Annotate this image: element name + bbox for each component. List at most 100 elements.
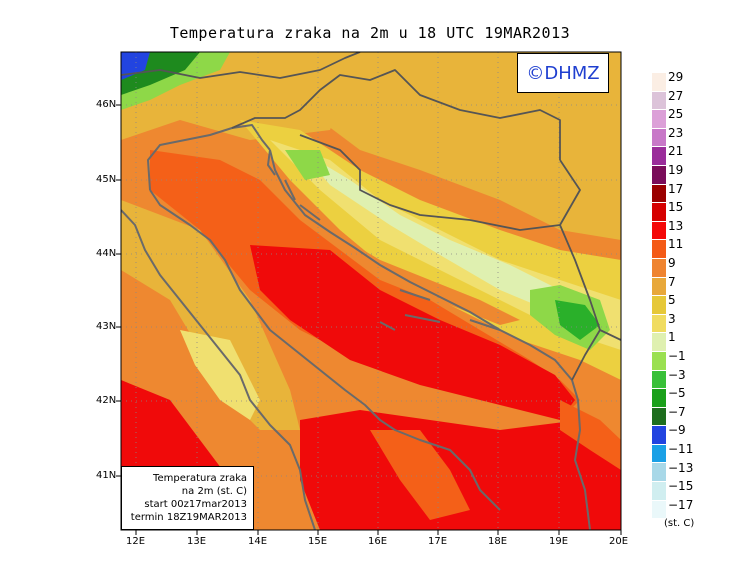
legend-label: 5 <box>668 293 676 308</box>
legend-label: 23 <box>668 125 684 140</box>
plot-frame <box>120 51 622 531</box>
lon-label-18e: 18E <box>488 536 508 547</box>
coast-east-adriatic <box>269 149 579 401</box>
dhmz-logo: ©DHMZ <box>517 53 609 93</box>
legend-label: −3 <box>668 367 686 382</box>
field-apennines <box>121 200 300 430</box>
field-colder-bih <box>555 300 600 340</box>
legend-label: 15 <box>668 200 684 215</box>
country-borders <box>121 52 621 381</box>
legend-label: −15 <box>668 479 694 494</box>
legend-label: 29 <box>668 70 684 84</box>
lat-label-42n: 42N <box>96 395 117 406</box>
coast-albania <box>574 399 591 530</box>
legend-swatch <box>652 296 666 315</box>
legend-label: 9 <box>668 256 676 270</box>
legend-label: 21 <box>668 144 684 159</box>
info-line-units: na 2m (st. C) <box>181 486 247 497</box>
legend-swatch <box>652 463 666 483</box>
legend-swatch <box>652 333 666 352</box>
lon-label-20e: 20E <box>609 536 629 547</box>
legend-label: 1 <box>668 330 676 345</box>
legend-swatch <box>652 389 666 408</box>
field-apulia <box>370 430 470 520</box>
lon-label-19e: 19E <box>549 536 569 547</box>
legend-swatch <box>652 165 666 185</box>
coast-islands <box>379 289 501 331</box>
border-austria <box>121 52 361 79</box>
lat-label-45n: 45N <box>96 174 117 185</box>
legend-swatch <box>652 184 666 204</box>
coast-italy-west <box>121 209 316 530</box>
map-title: Temperatura zraka na 2m u 18 UTC 19MAR20… <box>169 24 571 42</box>
legend-label: −11 <box>668 442 694 456</box>
legend-swatch <box>652 110 666 129</box>
coast-kvarner <box>267 149 321 221</box>
info-box: Temperatura zraka na 2m (st. C) start 00… <box>121 466 254 530</box>
legend-label: −13 <box>668 460 694 475</box>
coastlines <box>121 124 591 530</box>
lat-label-44n: 44N <box>96 248 117 259</box>
info-line-variable: Temperatura zraka <box>153 473 247 484</box>
legend-swatch <box>652 351 666 371</box>
legend-swatch <box>652 221 666 241</box>
legend-swatch <box>652 240 666 259</box>
legend-label: 17 <box>668 181 684 196</box>
legend-label: 11 <box>668 237 684 252</box>
legend-label: −9 <box>668 423 686 438</box>
info-line-start: start 00z17mar2013 <box>144 499 247 510</box>
legend-swatch <box>652 426 666 445</box>
field-albania <box>560 400 621 470</box>
legend-label: −5 <box>668 386 686 401</box>
border-bih-north <box>299 134 581 231</box>
field-alps-deep <box>121 52 150 80</box>
lon-label-13e: 13E <box>187 536 207 547</box>
field-dalmatia <box>330 230 520 325</box>
axis-ticks <box>116 104 622 535</box>
legend-swatch <box>652 314 666 334</box>
legend-swatch <box>652 147 666 166</box>
lon-label-17e: 17E <box>428 536 448 547</box>
legend-label: 19 <box>668 163 684 177</box>
coast-italy-east <box>149 189 501 511</box>
legend-swatch <box>652 258 666 278</box>
legend-swatch <box>652 482 666 501</box>
legend-swatch <box>652 128 666 148</box>
field-land-mild <box>320 52 621 240</box>
border-bih-east <box>559 224 601 381</box>
legend-label: −1 <box>668 349 686 363</box>
lon-label-12e: 12E <box>126 536 146 547</box>
field-apennines-high <box>180 330 260 420</box>
field-cold-gorski <box>285 150 330 180</box>
map-grid <box>121 52 621 530</box>
legend-swatch <box>652 370 666 390</box>
legend-label: 13 <box>668 218 684 233</box>
legend-swatch <box>652 407 666 427</box>
legend-swatch <box>652 444 666 464</box>
lat-label-46n: 46N <box>96 99 117 110</box>
legend-label: −17 <box>668 497 694 512</box>
legend-swatch <box>652 500 666 520</box>
info-line-termin: termin 18Z19MAR2013 <box>130 512 247 523</box>
lat-label-41n: 41N <box>96 470 117 481</box>
map-field <box>121 52 621 530</box>
legend-label: 3 <box>668 311 676 326</box>
legend-label: 25 <box>668 107 684 122</box>
legend-swatch <box>652 91 666 111</box>
field-mountains <box>300 150 610 330</box>
legend-swatch <box>652 203 666 222</box>
field-adriatic-warm <box>250 245 575 420</box>
legend-label: −7 <box>668 404 686 419</box>
lon-label-15e: 15E <box>308 536 328 547</box>
legend-label: 7 <box>668 274 676 289</box>
legend-units: (st. C) <box>664 518 695 529</box>
legend-swatch <box>652 277 666 297</box>
border-slovenia-hungary <box>231 69 561 160</box>
lon-label-14e: 14E <box>248 536 268 547</box>
legend-swatch <box>652 73 666 92</box>
coast-north-adriatic <box>147 124 271 191</box>
lon-label-16e: 16E <box>368 536 388 547</box>
border-serbia <box>599 329 621 341</box>
lat-label-43n: 43N <box>96 321 117 332</box>
